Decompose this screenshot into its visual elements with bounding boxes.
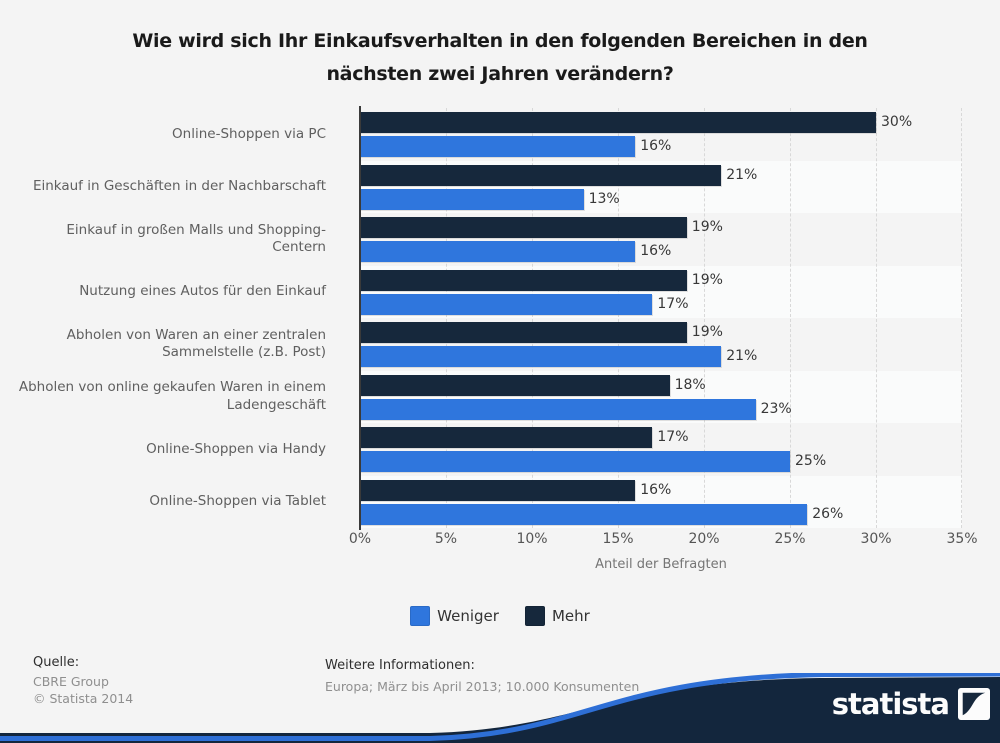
x-tick-label: 10% (516, 531, 548, 547)
value-label: 21% (726, 348, 758, 364)
category-label: Online-Shoppen via Handy (146, 440, 326, 457)
category-label: Online-Shoppen via Tablet (149, 493, 326, 509)
row-plot-area: 30% 16% (360, 108, 962, 161)
category-label: Online-Shoppen via PC (172, 125, 326, 142)
statista-wave-decoration (0, 673, 1000, 743)
value-label: 19% (691, 271, 723, 288)
x-axis-ticks: 0% 5% 10% 15% 20% 25% 30% 35% (349, 531, 978, 549)
bar-weniger: 13% (360, 188, 620, 210)
source-heading: Quelle: (33, 655, 80, 670)
category-label: Abholen von online gekaufen Waren in ein… (18, 379, 326, 413)
row-plot-area: 19% 17% (360, 265, 962, 318)
statista-wordmark: statista (831, 687, 950, 721)
value-label: 17% (657, 295, 689, 312)
value-label: 19% (691, 324, 723, 340)
x-tick-label: 15% (602, 531, 634, 547)
chart-row: Online-Shoppen via Tablet 16% 26% (0, 475, 1000, 528)
value-label: 17% (657, 429, 689, 445)
row-plot-area: 17% 25% (360, 423, 962, 476)
category-label: Nutzung eines Autos für den Einkauf (79, 283, 326, 299)
bar-weniger: 23% (360, 398, 792, 420)
bar-mehr: 30% (360, 112, 912, 133)
bar-mehr: 19% (360, 217, 723, 238)
bar-mehr: 19% (360, 322, 723, 343)
source-line-1: CBRE Group (33, 674, 109, 689)
value-label: 16% (640, 138, 672, 154)
bar-mehr: 16% (360, 479, 671, 501)
statista-logo-icon (958, 688, 990, 720)
bar-weniger: 16% (360, 241, 671, 262)
x-tick-label: 30% (860, 531, 892, 547)
bar-chart-rows: Online-Shoppen via PC 30% 16% Einkauf in Ge… (0, 108, 1000, 528)
chart-row: Abholen von online gekaufen Waren in ein… (0, 370, 1000, 423)
chart-row: Einkauf in großen Malls und Shopping- Cen… (0, 213, 1000, 266)
legend-item-mehr: Mehr (524, 606, 590, 626)
value-label: 30% (881, 114, 913, 130)
source-line-2: © Statista 2014 (33, 691, 134, 706)
statista-logo: statista (832, 688, 990, 720)
bar-mehr: 19% (360, 269, 723, 291)
x-tick-label: 35% (946, 531, 978, 547)
row-plot-area: 19% 21% (360, 318, 962, 371)
value-label: 16% (640, 481, 672, 498)
bar-mehr: 21% (360, 164, 757, 186)
row-plot-area: 16% 26% (360, 475, 962, 528)
chart-row: Online-Shoppen via Handy 17% 25% (0, 423, 1000, 476)
chart-title: Wie wird sich Ihr Einkaufsverhalten in d… (0, 25, 1000, 91)
value-label: 16% (640, 243, 672, 259)
info-line: Europa; März bis April 2013; 10.000 Kons… (325, 679, 640, 694)
chart-title-line2: nächsten zwei Jahren verändern? (326, 63, 674, 85)
bar-mehr: 18% (360, 374, 706, 396)
row-plot-area: 18% 23% (360, 370, 962, 423)
value-label: 23% (760, 400, 792, 417)
value-label: 21% (726, 166, 758, 183)
x-tick-label: 25% (774, 531, 806, 547)
source-block: Quelle: CBRE Group © Statista 2014 (33, 655, 133, 707)
x-tick-label: 0% (348, 531, 372, 547)
chart-row: Nutzung eines Autos für den Einkauf 19% 17… (0, 265, 1000, 318)
category-label: Einkauf in Geschäften in der Nachbarscha… (32, 178, 326, 194)
legend-swatch (524, 606, 545, 626)
info-block: Weitere Informationen: Europa; März bis … (325, 658, 639, 694)
value-label: 26% (812, 505, 844, 522)
row-plot-area: 21% 13% (360, 160, 962, 213)
x-tick-label: 5% (434, 531, 458, 547)
bar-weniger: 17% (360, 293, 689, 315)
bar-weniger: 25% (360, 451, 826, 472)
bar-mehr: 17% (360, 427, 689, 448)
value-label: 25% (795, 453, 827, 469)
y-axis-line (359, 106, 361, 530)
x-tick-label: 20% (688, 531, 720, 547)
legend-item-weniger: Weniger (410, 606, 499, 626)
category-label: Abholen von Waren an einer zentralen Samm… (66, 326, 326, 361)
legend: Weniger Mehr (0, 606, 1000, 626)
chart-row: Einkauf in Geschäften in der Nachbarscha… (0, 160, 1000, 213)
chart-row: Abholen von Waren an einer zentralen Samm… (0, 318, 1000, 371)
legend-swatch (410, 606, 431, 626)
chart-row: Online-Shoppen via PC 30% 16% (0, 108, 1000, 161)
value-label: 13% (588, 190, 620, 207)
chart-title-line1: Wie wird sich Ihr Einkaufsverhalten in d… (132, 30, 868, 52)
legend-label: Weniger (437, 607, 499, 625)
info-heading: Weitere Informationen: (325, 658, 475, 673)
bar-weniger: 26% (360, 503, 843, 525)
bar-weniger: 16% (360, 136, 671, 157)
bar-weniger: 21% (360, 346, 757, 367)
legend-label: Mehr (551, 607, 590, 625)
row-plot-area: 19% 16% (360, 213, 962, 266)
value-label: 19% (691, 219, 723, 235)
value-label: 18% (674, 376, 706, 393)
x-axis-label: Anteil der Befragten (595, 557, 727, 572)
category-label: Einkauf in großen Malls und Shopping- Cen… (66, 221, 326, 256)
